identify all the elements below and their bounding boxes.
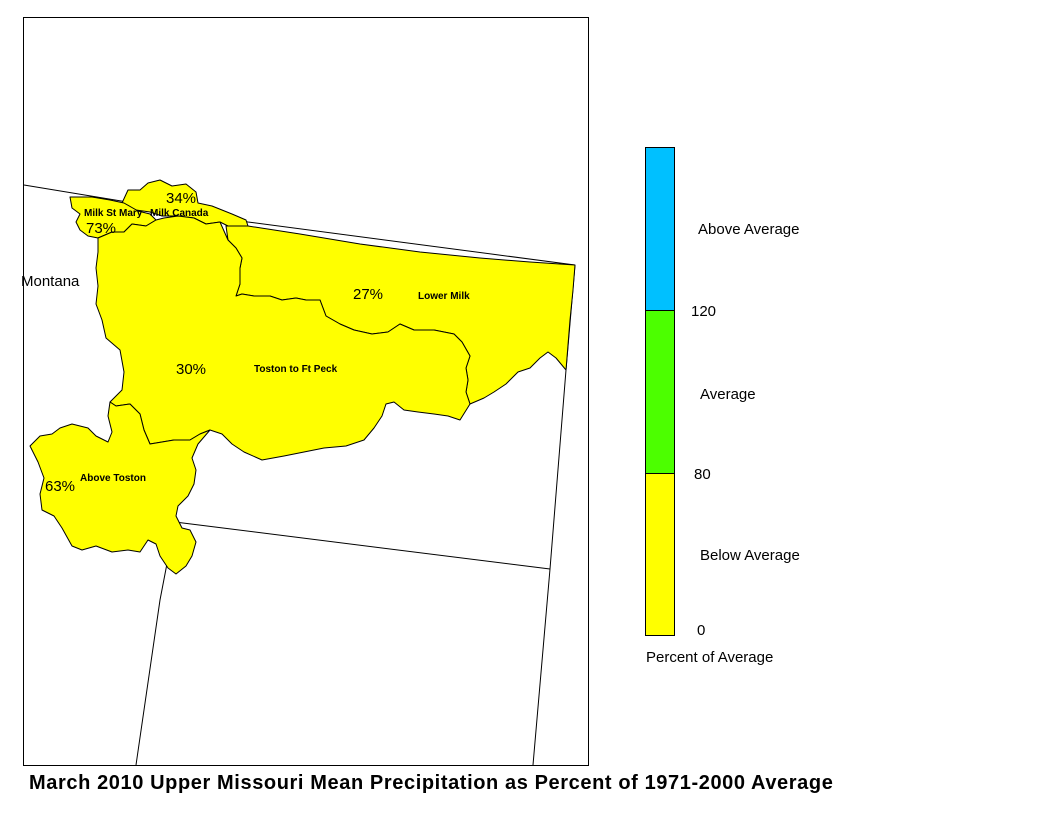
canada-border-line (23, 184, 576, 266)
legend-title: Percent of Average (646, 649, 773, 666)
basin-percent-milk-canada: 34% (166, 190, 196, 207)
legend-tick-0: 0 (697, 622, 705, 639)
basin-label-milk-st-mary: Milk St Mary (84, 208, 143, 219)
basin-milk-canada[interactable] (121, 179, 249, 229)
legend: Above Average Average Below Average 120 … (645, 147, 800, 666)
legend-label-below-average: Below Average (700, 547, 800, 564)
basin-percent-above-toston: 63% (45, 478, 75, 495)
legend-swatch-below-average (645, 473, 675, 636)
basins (29, 179, 576, 575)
legend-label-average: Average (700, 386, 756, 403)
legend-swatch-average (645, 310, 675, 474)
wyoming-north-border (174, 521, 551, 570)
legend-label-above-average: Above Average (698, 221, 799, 238)
state-label-montana: Montana (21, 273, 80, 290)
basin-percent-lower-milk: 27% (353, 286, 383, 303)
basin-above-toston[interactable] (29, 401, 211, 575)
legend-tick-80: 80 (694, 466, 711, 483)
basin-label-toston-to-ft-peck: Toston to Ft Peck (254, 364, 338, 375)
basin-percent-milk-st-mary: 73% (86, 220, 116, 237)
basin-percent-toston-to-ft-peck: 30% (176, 361, 206, 378)
legend-swatch-above-average (645, 147, 675, 311)
basin-label-lower-milk: Lower Milk (418, 291, 470, 302)
basin-label-milk-canada: Milk Canada (150, 208, 209, 219)
basin-label-above-toston: Above Toston (80, 473, 146, 484)
legend-tick-120: 120 (691, 303, 716, 320)
map-title: March 2010 Upper Missouri Mean Precipita… (29, 772, 834, 794)
